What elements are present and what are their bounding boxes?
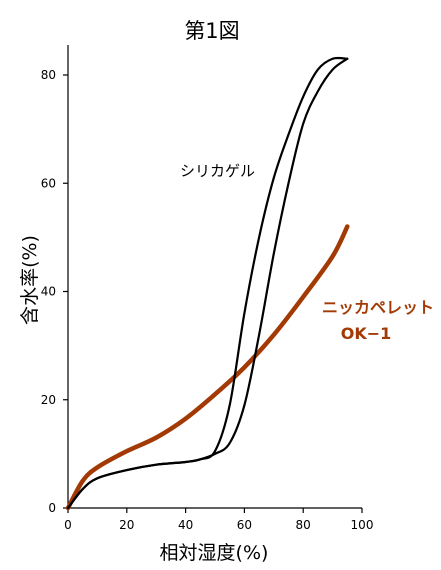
x-tick-label: 40 xyxy=(178,518,193,532)
y-ticks: 0 20 40 60 80 xyxy=(41,68,68,515)
x-tick-label: 80 xyxy=(296,518,311,532)
chart-title: 第1図 xyxy=(184,19,239,43)
x-axis-label: 相対湿度(%) xyxy=(160,542,269,564)
y-axis-label: 含水率(%) xyxy=(19,235,41,325)
annotation-silica-gel: シリカゲル xyxy=(180,162,255,180)
y-tick-label: 0 xyxy=(48,501,56,515)
y-tick-label: 40 xyxy=(41,285,56,299)
annotation-nikka-pellet: ニッカペレット xyxy=(322,298,434,317)
y-tick-label: 80 xyxy=(41,68,56,82)
series-line-silica-gel-adsorption xyxy=(66,56,349,510)
series-layer xyxy=(65,56,350,511)
y-tick-label: 60 xyxy=(41,176,56,190)
x-tick-label: 60 xyxy=(237,518,252,532)
x-tick-label: 0 xyxy=(64,518,72,532)
x-tick-label: 20 xyxy=(119,518,134,532)
series-line-silica-gel-desorption xyxy=(66,57,349,510)
x-tick-label: 100 xyxy=(351,518,374,532)
x-ticks: 0 20 40 60 80 100 xyxy=(64,508,373,532)
annotation-ok-1: OK−1 xyxy=(341,324,392,343)
series-line-nikka-pellet xyxy=(65,224,350,511)
y-tick-label: 20 xyxy=(41,393,56,407)
